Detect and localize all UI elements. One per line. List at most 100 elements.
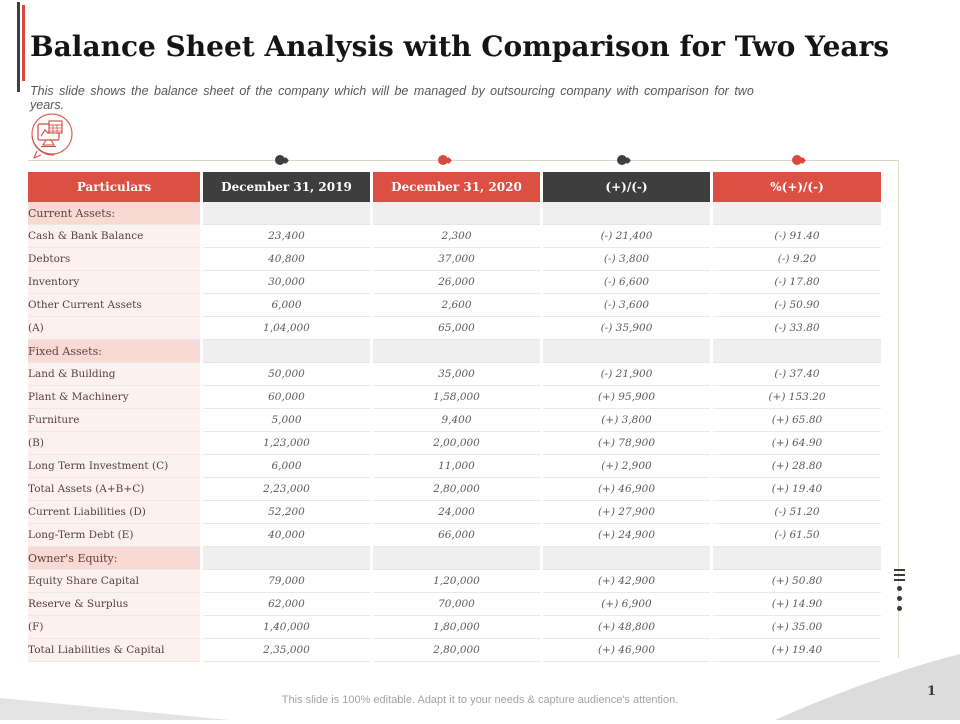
- cell-value: [543, 202, 710, 225]
- cell-value: (+) 46,900: [543, 478, 710, 501]
- table-row: Plant & Machinery 60,000 1,58,000 (+) 95,90…: [28, 386, 881, 409]
- table-row: Inventory 30,000 26,000 (-) 6,600 (-) 17.80: [28, 271, 881, 294]
- row-label: Long Term Investment (C): [28, 455, 200, 478]
- row-label: Total Assets (A+B+C): [28, 478, 200, 501]
- rail-menu-decoration: [893, 569, 905, 611]
- cell-value: 37,000: [373, 248, 540, 271]
- cell-value: 35,000: [373, 363, 540, 386]
- cell-value: 1,80,000: [373, 616, 540, 639]
- row-label: Inventory: [28, 271, 200, 294]
- cell-value: (+) 24,900: [543, 524, 710, 547]
- row-label: Furniture: [28, 409, 200, 432]
- page-number: 1: [927, 684, 937, 699]
- cell-value: [713, 547, 881, 570]
- row-label: Reserve & Surplus: [28, 593, 200, 616]
- cell-value: 9,400: [373, 409, 540, 432]
- row-label: Current Assets:: [28, 202, 200, 225]
- cell-value: 50,000: [203, 363, 370, 386]
- timeline-dot-3: [617, 155, 627, 165]
- row-label: Fixed Assets:: [28, 340, 200, 363]
- row-label: Plant & Machinery: [28, 386, 200, 409]
- table-body: Current Assets: Cash & Bank Balance 23,400…: [28, 202, 881, 662]
- cell-value: (+) 78,900: [543, 432, 710, 455]
- cell-value: 2,23,000: [203, 478, 370, 501]
- balance-sheet-monitor-icon: [24, 110, 78, 164]
- cell-value: 2,600: [373, 294, 540, 317]
- cell-value: 26,000: [373, 271, 540, 294]
- section-row: Fixed Assets:: [28, 340, 881, 363]
- row-label: (F): [28, 616, 200, 639]
- cell-value: (-) 61.50: [713, 524, 881, 547]
- cell-value: 1,58,000: [373, 386, 540, 409]
- row-label: Current Liabilities (D): [28, 501, 200, 524]
- table-row: (A) 1,04,000 65,000 (-) 35,900 (-) 33.80: [28, 317, 881, 340]
- column-header-change: (+)/(-): [543, 172, 710, 202]
- cell-value: [203, 202, 370, 225]
- cell-value: 70,000: [373, 593, 540, 616]
- cell-value: (+) 19.40: [713, 478, 881, 501]
- row-label: Owner's Equity:: [28, 547, 200, 570]
- menu-bar-icon: [893, 569, 905, 571]
- title-accent-bar-red: [22, 5, 25, 81]
- cell-value: 11,000: [373, 455, 540, 478]
- cell-value: 52,200: [203, 501, 370, 524]
- cell-value: (+) 46,900: [543, 639, 710, 662]
- column-header-particulars: Particulars: [28, 172, 200, 202]
- cell-value: (-) 33.80: [713, 317, 881, 340]
- cell-value: (-) 17.80: [713, 271, 881, 294]
- row-label: Total Liabilities & Capital: [28, 639, 200, 662]
- cell-value: 2,00,000: [373, 432, 540, 455]
- cell-value: (+) 27,900: [543, 501, 710, 524]
- cell-value: (-) 91.40: [713, 225, 881, 248]
- cell-value: 23,400: [203, 225, 370, 248]
- cell-value: 66,000: [373, 524, 540, 547]
- menu-dot-icon: [896, 596, 902, 601]
- timeline-line: [28, 160, 898, 161]
- row-label: Cash & Bank Balance: [28, 225, 200, 248]
- cell-value: (+) 14.90: [713, 593, 881, 616]
- cell-value: (+) 153.20: [713, 386, 881, 409]
- cell-value: (+) 65.80: [713, 409, 881, 432]
- row-label: Equity Share Capital: [28, 570, 200, 593]
- cell-value: [543, 340, 710, 363]
- cell-value: [203, 547, 370, 570]
- cell-value: 79,000: [203, 570, 370, 593]
- cell-value: (-) 6,600: [543, 271, 710, 294]
- cell-value: 1,04,000: [203, 317, 370, 340]
- cell-value: (+) 3,800: [543, 409, 710, 432]
- cell-value: (-) 50.90: [713, 294, 881, 317]
- table-row: Long-Term Debt (E) 40,000 66,000 (+) 24,900…: [28, 524, 881, 547]
- title-accent-bar-dark: [17, 2, 20, 92]
- cell-value: (+) 64.90: [713, 432, 881, 455]
- cell-value: (-) 21,900: [543, 363, 710, 386]
- table-row: (B) 1,23,000 2,00,000 (+) 78,900 (+) 64.90: [28, 432, 881, 455]
- cell-value: 2,35,000: [203, 639, 370, 662]
- row-label: (B): [28, 432, 200, 455]
- cell-value: 2,80,000: [373, 478, 540, 501]
- cell-value: (-) 21,400: [543, 225, 710, 248]
- right-rail-line: [898, 160, 899, 658]
- timeline-dot-2: [438, 155, 448, 165]
- timeline-dot-4: [792, 155, 802, 165]
- cell-value: 65,000: [373, 317, 540, 340]
- cell-value: (+) 19.40: [713, 639, 881, 662]
- cell-value: 2,80,000: [373, 639, 540, 662]
- cell-value: (+) 28.80: [713, 455, 881, 478]
- cell-value: (-) 35,900: [543, 317, 710, 340]
- table-row: Reserve & Surplus 62,000 70,000 (+) 6,900 (+…: [28, 593, 881, 616]
- column-header-dec-2020: December 31, 2020: [373, 172, 540, 202]
- row-label: Long-Term Debt (E): [28, 524, 200, 547]
- cell-value: (+) 95,900: [543, 386, 710, 409]
- page-subtitle: This slide shows the balance sheet of th…: [30, 84, 754, 112]
- page-title: Balance Sheet Analysis with Comparison f…: [30, 30, 890, 63]
- cell-value: 1,20,000: [373, 570, 540, 593]
- cell-value: [203, 340, 370, 363]
- row-label: Debtors: [28, 248, 200, 271]
- cell-value: (+) 50.80: [713, 570, 881, 593]
- cell-value: [373, 202, 540, 225]
- bottom-right-swoosh: [775, 648, 960, 720]
- section-row: Current Assets:: [28, 202, 881, 225]
- cell-value: (+) 42,900: [543, 570, 710, 593]
- cell-value: [373, 547, 540, 570]
